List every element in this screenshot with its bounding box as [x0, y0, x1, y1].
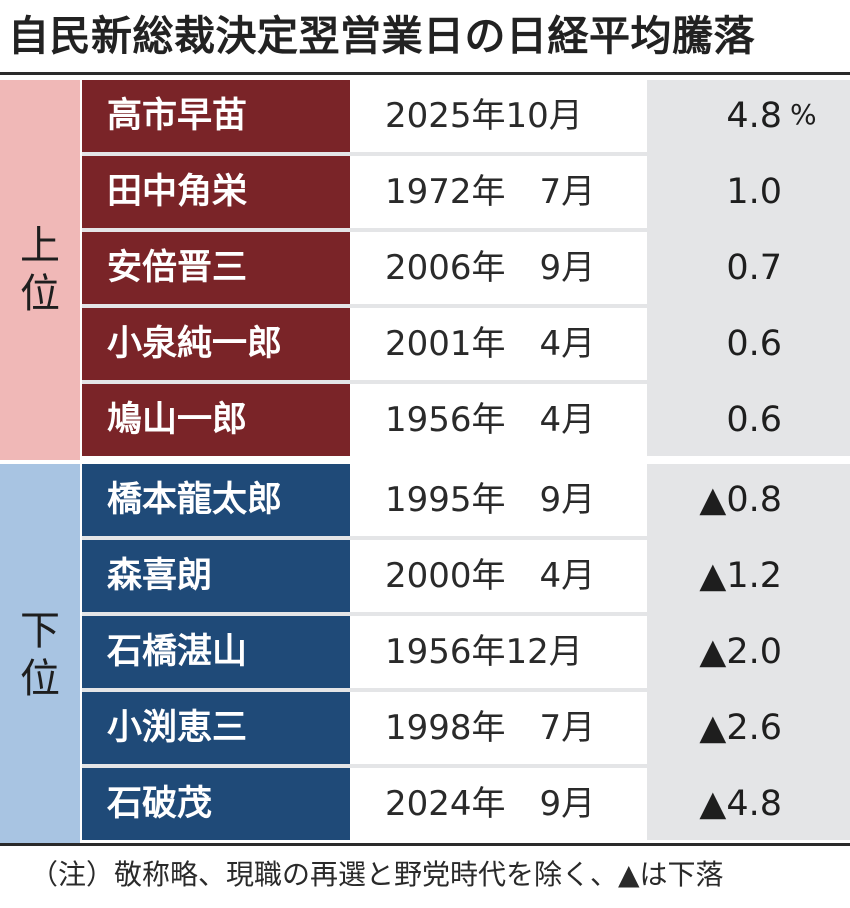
group-label-upper-char-2: 位: [20, 271, 60, 317]
top-rule: [0, 72, 850, 75]
value-text: 4.8: [726, 96, 782, 136]
name-cell: 石破茂: [82, 768, 350, 840]
value-text: 1.0: [726, 172, 782, 212]
row-divider: [82, 688, 850, 692]
ranking-table: 上 位 下 位 高市早苗 2025年10月 4.8 % 田中角栄 1972年 7…: [0, 80, 850, 845]
value-text: 0.7: [726, 248, 782, 288]
date-cell: 2001年 4月: [352, 308, 645, 380]
date-cell: 1956年 4月: [352, 384, 645, 456]
row-divider: [82, 764, 850, 768]
name-cell: 小泉純一郎: [82, 308, 350, 380]
table-row: 小泉純一郎 2001年 4月 0.6: [82, 308, 850, 380]
value-cell: ▲1.2: [647, 540, 850, 612]
group-label-lower: 下 位: [0, 464, 80, 845]
group-label-lower-char-1: 下: [20, 607, 60, 654]
date-cell: 2025年10月: [352, 80, 645, 152]
value-cell: 0.7: [647, 232, 850, 304]
table-row: 安倍晋三 2006年 9月 0.7: [82, 232, 850, 304]
row-divider: [82, 304, 850, 308]
date-cell: 1995年 9月: [352, 464, 645, 536]
value-text: ▲2.6: [699, 708, 782, 748]
name-cell: 橋本龍太郎: [82, 464, 350, 536]
value-cell: 0.6: [647, 384, 850, 456]
group-label-upper-char-1: 上: [20, 223, 60, 269]
table-row: 森喜朗 2000年 4月 ▲1.2: [82, 540, 850, 612]
table-row: 田中角栄 1972年 7月 1.0: [82, 156, 850, 228]
footnote: （注）敬称略、現職の再選と野党時代を除く、▲は下落: [30, 858, 724, 891]
row-divider: [82, 380, 850, 384]
table-row: 小渕恵三 1998年 7月 ▲2.6: [82, 692, 850, 764]
bottom-rule: [0, 843, 850, 846]
value-cell: ▲2.0: [647, 616, 850, 688]
name-cell: 森喜朗: [82, 540, 350, 612]
row-divider: [82, 536, 850, 540]
date-cell: 2000年 4月: [352, 540, 645, 612]
table-row: 石破茂 2024年 9月 ▲4.8: [82, 768, 850, 840]
value-text: ▲2.0: [699, 632, 782, 672]
value-text: ▲4.8: [699, 784, 782, 824]
table-row: 高市早苗 2025年10月 4.8 %: [82, 80, 850, 152]
date-cell: 1972年 7月: [352, 156, 645, 228]
name-cell: 鳩山一郎: [82, 384, 350, 456]
name-cell: 小渕恵三: [82, 692, 350, 764]
value-cell: 0.6: [647, 308, 850, 380]
table-row: 橋本龍太郎 1995年 9月 ▲0.8: [82, 464, 850, 536]
table-row: 鳩山一郎 1956年 4月 0.6: [82, 384, 850, 456]
value-cell: ▲0.8: [647, 464, 850, 536]
date-cell: 1956年12月: [352, 616, 645, 688]
value-cell: 4.8 %: [647, 80, 850, 152]
row-divider: [82, 612, 850, 616]
name-cell: 石橋湛山: [82, 616, 350, 688]
table-row: 石橋湛山 1956年12月 ▲2.0: [82, 616, 850, 688]
date-cell: 2024年 9月: [352, 768, 645, 840]
value-text: 0.6: [726, 324, 782, 364]
value-cell: ▲4.8: [647, 768, 850, 840]
row-divider: [82, 152, 850, 156]
name-cell: 田中角栄: [82, 156, 350, 228]
row-divider: [82, 228, 850, 232]
value-text: ▲0.8: [699, 480, 782, 520]
group-divider: [0, 460, 850, 464]
value-cell: ▲2.6: [647, 692, 850, 764]
group-label-lower-char-2: 位: [20, 655, 60, 702]
name-cell: 高市早苗: [82, 80, 350, 152]
date-cell: 1998年 7月: [352, 692, 645, 764]
date-cell: 2006年 9月: [352, 232, 645, 304]
value-cell: 1.0: [647, 156, 850, 228]
name-cell: 安倍晋三: [82, 232, 350, 304]
value-text: ▲1.2: [699, 556, 782, 596]
page-title: 自民新総裁決定翌営業日の日経平均騰落: [8, 12, 755, 60]
group-label-upper: 上 位: [0, 80, 80, 460]
unit-text: %: [790, 98, 817, 131]
value-text: 0.6: [726, 400, 782, 440]
